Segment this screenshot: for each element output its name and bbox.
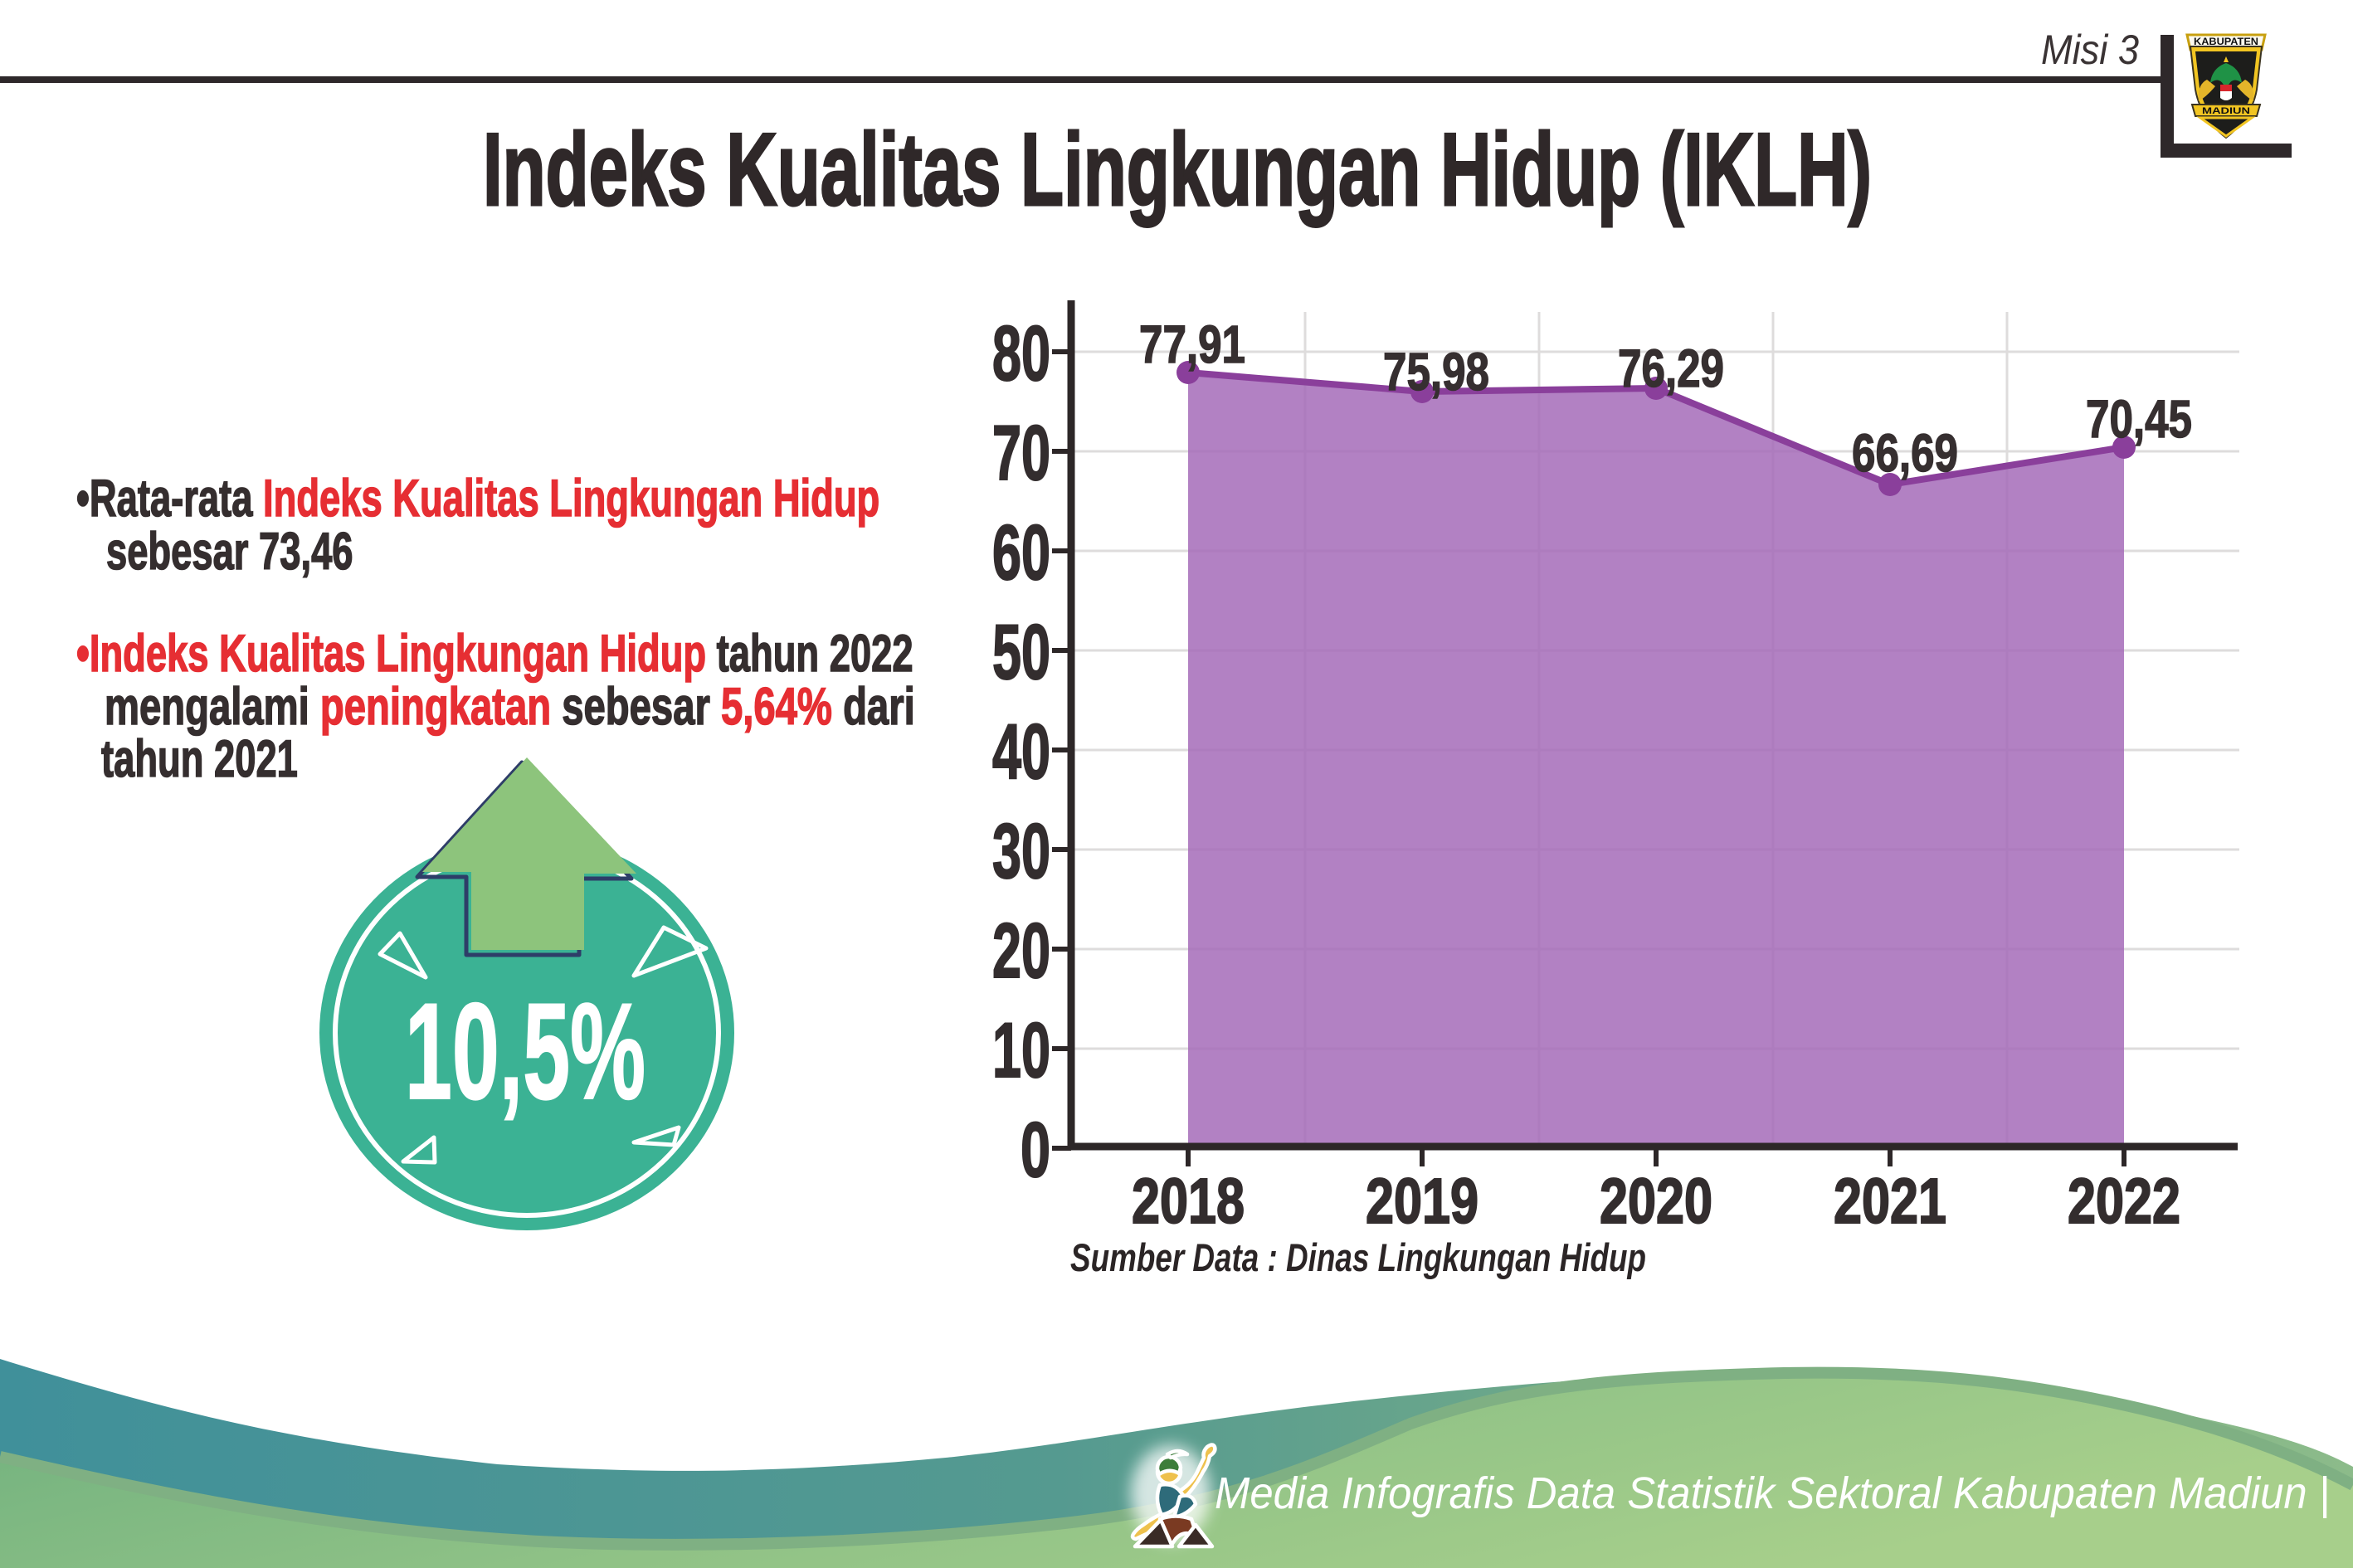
svg-text:30: 30 <box>992 807 1050 894</box>
svg-text:75,98: 75,98 <box>1383 342 1489 402</box>
svg-text:Sumber Data : Dinas Lingkungan: Sumber Data : Dinas Lingkungan Hidup <box>1070 1235 1646 1279</box>
svg-text:2019: 2019 <box>1366 1166 1479 1237</box>
svg-text:2020: 2020 <box>1600 1166 1712 1237</box>
svg-text:77,91: 77,91 <box>1139 314 1245 374</box>
svg-text:80: 80 <box>992 309 1050 397</box>
svg-text:10,5%: 10,5% <box>405 976 645 1128</box>
svg-text:•Indeks Kualitas Lingkungan Hi: •Indeks Kualitas Lingkungan Hidup tahun … <box>76 624 913 683</box>
svg-text:MADIUN: MADIUN <box>2202 106 2250 116</box>
svg-text:KABUPATEN: KABUPATEN <box>2194 36 2258 47</box>
svg-text:2021: 2021 <box>1834 1166 1946 1237</box>
svg-text:2018: 2018 <box>1132 1166 1245 1237</box>
svg-text:66,69: 66,69 <box>1852 423 1958 483</box>
svg-text:10: 10 <box>992 1006 1050 1093</box>
svg-text:70,45: 70,45 <box>2086 389 2192 449</box>
svg-text:•Rata-rata Indeks Kualitas Lin: •Rata-rata Indeks Kualitas Lingkungan Hi… <box>76 469 879 528</box>
svg-text:Media Infografis Data Statisti: Media Infografis Data Statistik Sektoral… <box>1215 1468 2330 1518</box>
svg-text:76,29: 76,29 <box>1618 338 1724 398</box>
svg-text:Indeks Kualitas Lingkungan Hid: Indeks Kualitas Lingkungan Hidup (IKLH) <box>483 113 1872 227</box>
svg-text:sebesar 73,46: sebesar 73,46 <box>106 522 353 581</box>
svg-text:70: 70 <box>992 409 1050 496</box>
svg-text:2022: 2022 <box>2068 1166 2180 1237</box>
svg-text:40: 40 <box>992 708 1050 795</box>
svg-text:Misi 3: Misi 3 <box>2041 27 2139 73</box>
svg-text:60: 60 <box>992 509 1050 596</box>
svg-text:50: 50 <box>992 608 1050 695</box>
svg-text:mengalami peningkatan sebesar: mengalami peningkatan sebesar 5,64% dari <box>105 677 915 735</box>
svg-text:0: 0 <box>1021 1106 1050 1193</box>
svg-text:tahun 2021: tahun 2021 <box>101 729 298 788</box>
svg-text:20: 20 <box>992 907 1050 994</box>
